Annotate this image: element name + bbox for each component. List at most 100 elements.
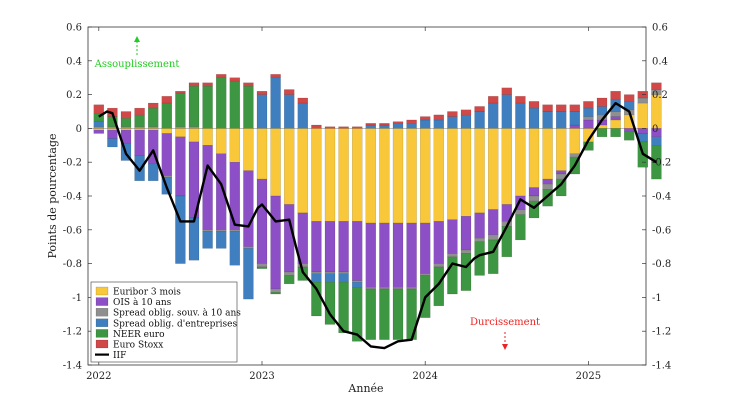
bar-euribor-38 [610,119,621,129]
y-tick-label-left: 0.4 [66,56,82,67]
bar-eurostoxx-11 [243,82,254,87]
bar-eurostoxx-32 [528,101,540,109]
bar-spread_ent-26 [447,116,458,129]
bar-ois-38 [610,116,621,121]
y-tick-label-right: 0 [652,124,658,135]
bar-spread_ent-11 [243,248,254,300]
bar-spread_souv-25 [433,263,444,268]
bar-euribor-13 [270,128,281,197]
bar-spread_souv-10 [229,229,241,232]
bar-euribor-23 [406,128,417,224]
bar-ois-32 [528,187,540,197]
bar-ois-17 [324,221,336,273]
bar-eurostoxx-4 [147,102,159,109]
bar-neer-20 [365,288,376,340]
x-tick-label-2023: 2023 [249,371,274,382]
legend-label-euribor: Euribor 3 mois [113,288,181,298]
bar-euribor-1 [107,128,118,131]
bar-spread_souv-13 [270,288,281,293]
bar-spread_ent-24 [420,119,431,129]
bars [93,74,662,342]
legend-swatch-eurostoxx [95,339,109,349]
bar-eurostoxx-30 [501,87,512,95]
bar-euribor-24 [420,128,431,224]
bar-eurostoxx-17 [324,126,336,129]
bar-eurostoxx-18 [338,126,349,129]
bar-ois-11 [243,170,254,247]
bar-euribor-5 [161,128,173,134]
bar-spread_souv-36 [583,116,594,121]
bar-euribor-2 [120,128,132,131]
bar-spread_ent-21 [379,124,390,129]
bar-eurostoxx-8 [202,82,213,87]
bar-neer-32 [528,200,540,219]
bar-euribor-0 [93,128,105,131]
bar-eurostoxx-23 [406,119,417,124]
legend-swatch-neer [95,329,109,338]
bar-neer-18 [338,281,349,334]
bar-eurostoxx-37 [596,97,608,107]
bar-spread_ent-25 [433,119,444,129]
bar-spread_souv-29 [488,234,499,241]
y-tick-label-right: -1.4 [652,361,671,372]
bar-neer-27 [460,253,472,291]
easing-annotation: Assouplissement [94,36,179,70]
y-tick-label-right: 0.6 [652,23,668,34]
x-axis-title: Année [347,382,383,395]
bar-eurostoxx-35 [569,104,580,112]
bar-spread_souv-18 [338,271,349,274]
y-axis-title: Points de pourcentage [46,133,59,258]
bar-spread_souv-27 [460,249,472,254]
bar-spread_ent-41 [651,136,662,146]
bar-euribor-33 [542,128,553,180]
bar-eurostoxx-6 [175,91,186,94]
bar-spread_ent-30 [501,94,512,129]
bar-neer-22 [392,288,404,340]
bar-spread_souv-7 [188,126,200,129]
bar-eurostoxx-36 [583,101,594,109]
bar-neer-5 [161,102,173,129]
bar-spread_ent-0 [93,121,105,127]
bar-neer-29 [488,239,499,274]
bar-eurostoxx-34 [556,104,567,112]
bar-spread_souv-12 [256,263,268,268]
bar-spread_souv-8 [202,229,213,232]
y-tick-label-left: -1 [72,293,82,304]
bar-eurostoxx-13 [270,74,281,78]
bar-ois-39 [624,128,635,132]
bar-spread_souv-19 [352,280,363,283]
y-tick-label-right: -0.4 [652,192,671,203]
bar-spread_souv-20 [365,287,376,290]
x-tick-label-2025: 2025 [576,371,601,382]
bar-neer-31 [515,214,526,241]
bar-euribor-3 [134,128,145,131]
legend-label-neer: NEER euro [113,330,165,340]
bar-spread_souv-3 [134,126,145,129]
bar-ois-20 [365,222,376,288]
bar-spread_ent-23 [406,123,417,129]
bar-euribor-25 [433,128,444,222]
y-tick-label-left: 0.6 [66,23,82,34]
bar-eurostoxx-41 [651,82,662,90]
bar-eurostoxx-39 [624,94,635,102]
bar-euribor-6 [175,128,186,138]
bar-euribor-18 [338,128,349,222]
bar-ois-21 [379,222,390,288]
bar-spread_ent-13 [270,77,281,129]
y-tick-label-right: -1.2 [652,327,671,338]
x-tick-label-2022: 2022 [86,371,111,382]
bar-spread_souv-14 [284,271,295,276]
bar-euribor-34 [556,128,567,171]
legend-swatch-spread_souv [95,308,109,317]
bar-eurostoxx-3 [134,107,145,116]
bar-ois-27 [460,216,472,251]
bar-ois-34 [556,170,567,175]
bar-eurostoxx-38 [610,91,621,100]
bar-euribor-7 [188,128,200,143]
bar-neer-3 [134,114,145,127]
bar-neer-10 [229,80,241,129]
bar-spread_souv-6 [175,126,186,129]
bar-spread_souv-24 [420,273,431,276]
y-tick-label-right: -1 [652,293,662,304]
bar-spread_souv-9 [215,229,227,232]
